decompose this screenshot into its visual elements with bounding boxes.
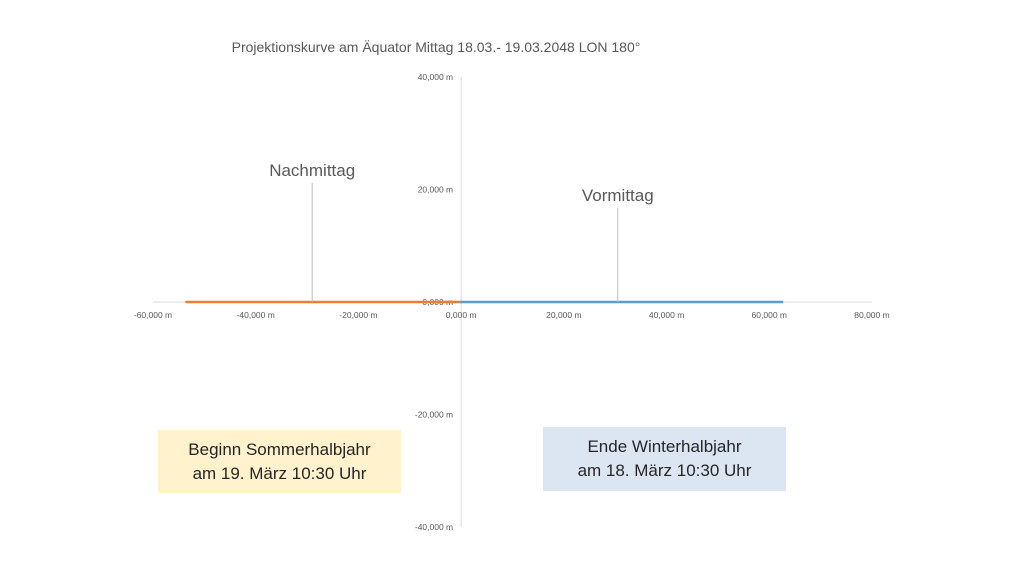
y-tick-label: -40,000 m [415,522,453,532]
x-tick-label: 80,000 m [854,310,889,320]
annotation-label: Nachmittag [269,161,355,180]
x-tick-label: -20,000 m [339,310,377,320]
x-tick-label: -60,000 m [134,310,172,320]
x-tick-label: 60,000 m [752,310,787,320]
y-tick-label: -20,000 m [415,410,453,420]
x-tick-label: 40,000 m [649,310,684,320]
annotation-label: Vormittag [582,186,654,205]
annotation-layer: Nachmittag Vormittag [269,161,654,302]
y-tick-label: 40,000 m [418,72,453,82]
chart-title: Projektionskurve am Äquator Mittag 18.03… [232,39,641,55]
x-tick-label: 0,000 m [446,310,477,320]
x-tick-label: -40,000 m [237,310,275,320]
winter-half-year-box: Ende Winterhalbjahr am 18. März 10:30 Uh… [543,427,786,491]
x-tick-label: 20,000 m [546,310,581,320]
y-tick-label: 20,000 m [418,185,453,195]
summer-half-year-box: Beginn Sommerhalbjahr am 19. März 10:30 … [158,430,401,493]
